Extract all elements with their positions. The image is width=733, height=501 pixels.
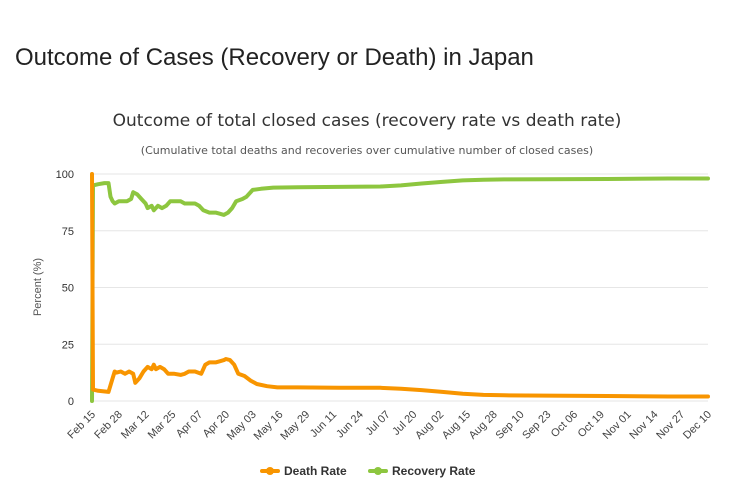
- x-tick-label: Mar 25: [146, 409, 179, 442]
- legend-marker-death-rate: [266, 467, 274, 475]
- x-tick-label: Sep 23: [520, 409, 553, 442]
- x-tick-label: Aug 28: [467, 409, 500, 442]
- page-heading: Outcome of Cases (Recovery or Death) in …: [15, 44, 534, 71]
- y-axis-label: Percent (%): [32, 258, 44, 316]
- x-tick-label: Feb 15: [65, 409, 98, 442]
- legend-item-recovery-rate[interactable]: Recovery Rate: [392, 464, 476, 478]
- x-tick-label: May 29: [278, 409, 312, 443]
- y-tick-label: 50: [62, 283, 74, 295]
- x-tick-label: Oct 06: [549, 409, 580, 440]
- x-tick-label: Aug 02: [413, 409, 446, 442]
- y-tick-label: 25: [62, 339, 74, 351]
- x-tick-label: Jun 24: [334, 409, 366, 441]
- y-tick-label: 75: [62, 226, 74, 238]
- series-line-recovery-rate[interactable]: [90, 176, 710, 403]
- x-tick-label: Nov 14: [627, 409, 660, 442]
- chart-title: Outcome of total closed cases (recovery …: [113, 111, 622, 131]
- y-tick-label: 0: [68, 396, 74, 408]
- x-tick-label: Jun 11: [308, 409, 339, 440]
- legend: Death Rate Recovery Rate: [260, 464, 476, 478]
- chart-subtitle: (Cumulative total deaths and recoveries …: [141, 144, 593, 157]
- x-tick-label: Feb 28: [92, 409, 125, 442]
- x-tick-label: Dec 10: [681, 409, 714, 442]
- x-tick-label: Apr 07: [174, 409, 205, 440]
- x-tick-label: Nov 27: [654, 409, 687, 442]
- x-tick-label: Nov 01: [601, 409, 634, 442]
- series-line-death-rate[interactable]: [90, 172, 710, 399]
- x-tick-label: Sep 10: [493, 409, 526, 442]
- legend-item-death-rate[interactable]: Death Rate: [284, 464, 347, 478]
- x-tick-label: Jul 07: [363, 409, 392, 438]
- x-tick-label: Mar 12: [119, 409, 152, 442]
- x-tick-label: Aug 15: [440, 409, 473, 442]
- y-tick-label: 100: [56, 169, 74, 181]
- legend-marker-recovery-rate: [374, 467, 382, 475]
